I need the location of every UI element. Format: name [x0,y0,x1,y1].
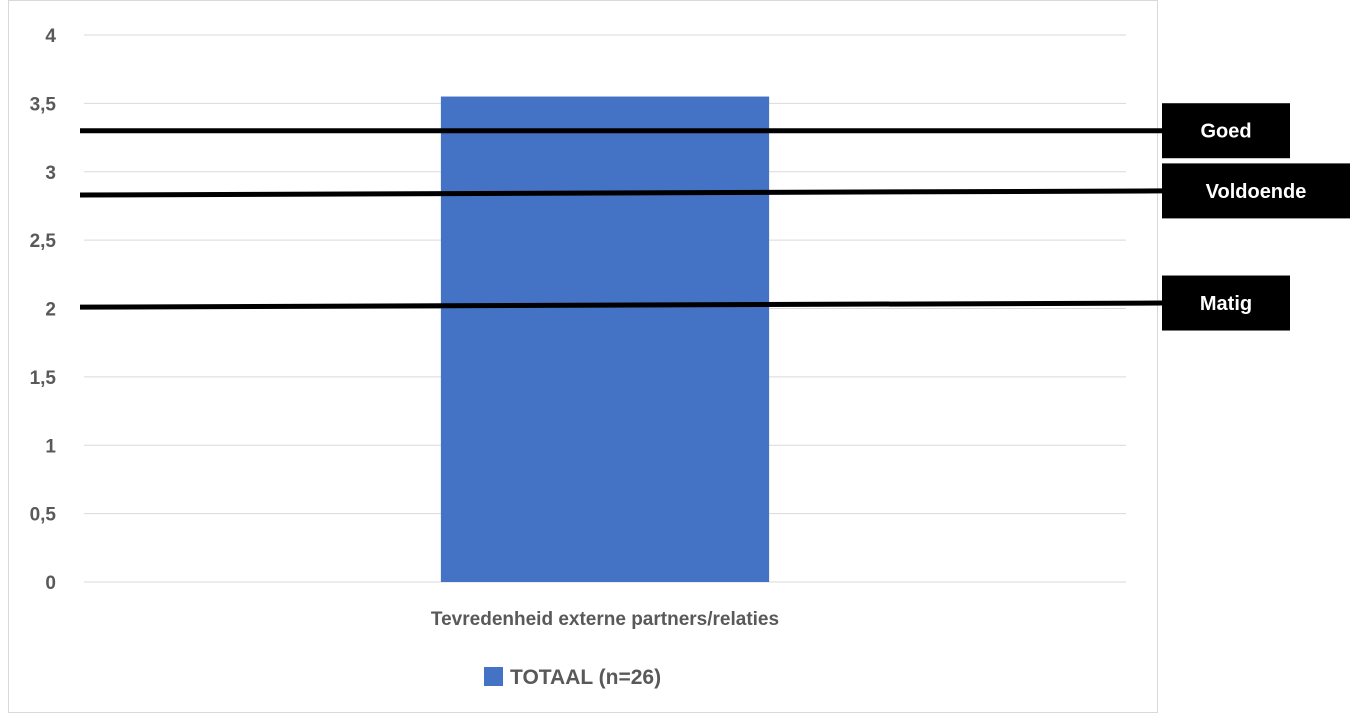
y-tick-label: 1 [45,436,56,457]
y-tick-label: 2,5 [30,231,57,252]
reference-label: Matig [1200,293,1252,315]
y-tick-label: 3 [45,163,56,184]
x-category-label: Tevredenheid externe partners/relaties [431,609,779,630]
y-tick-label: 3,5 [30,94,57,115]
bar [440,96,770,582]
bars [440,96,770,582]
reference-label-box [1162,163,1350,219]
reference-line [79,300,1163,310]
reference-label: Goed [1200,121,1251,143]
legend-label: TOTAAL (n=26) [510,666,661,689]
y-tick-label: 0 [45,573,56,594]
x-axis-categories: Tevredenheid externe partners/relaties [431,609,779,630]
y-tick-label: 4 [45,26,56,47]
reference-lines: Goed Voldoende Matig [79,103,1350,331]
reference-label-box [1162,103,1290,159]
reference-line [79,188,1163,198]
y-tick-label: 0,5 [30,505,57,526]
legend-swatch [484,667,503,686]
legend: TOTAAL (n=26) [484,666,661,689]
y-axis-ticks: 0 0,5 1 1,5 2 2,5 3 3,5 4 [30,26,57,594]
y-tick-label: 1,5 [30,368,57,389]
y-tick-label: 2 [45,300,56,321]
reference-label: Voldoende [1206,181,1307,203]
reference-label-box [1162,275,1290,331]
